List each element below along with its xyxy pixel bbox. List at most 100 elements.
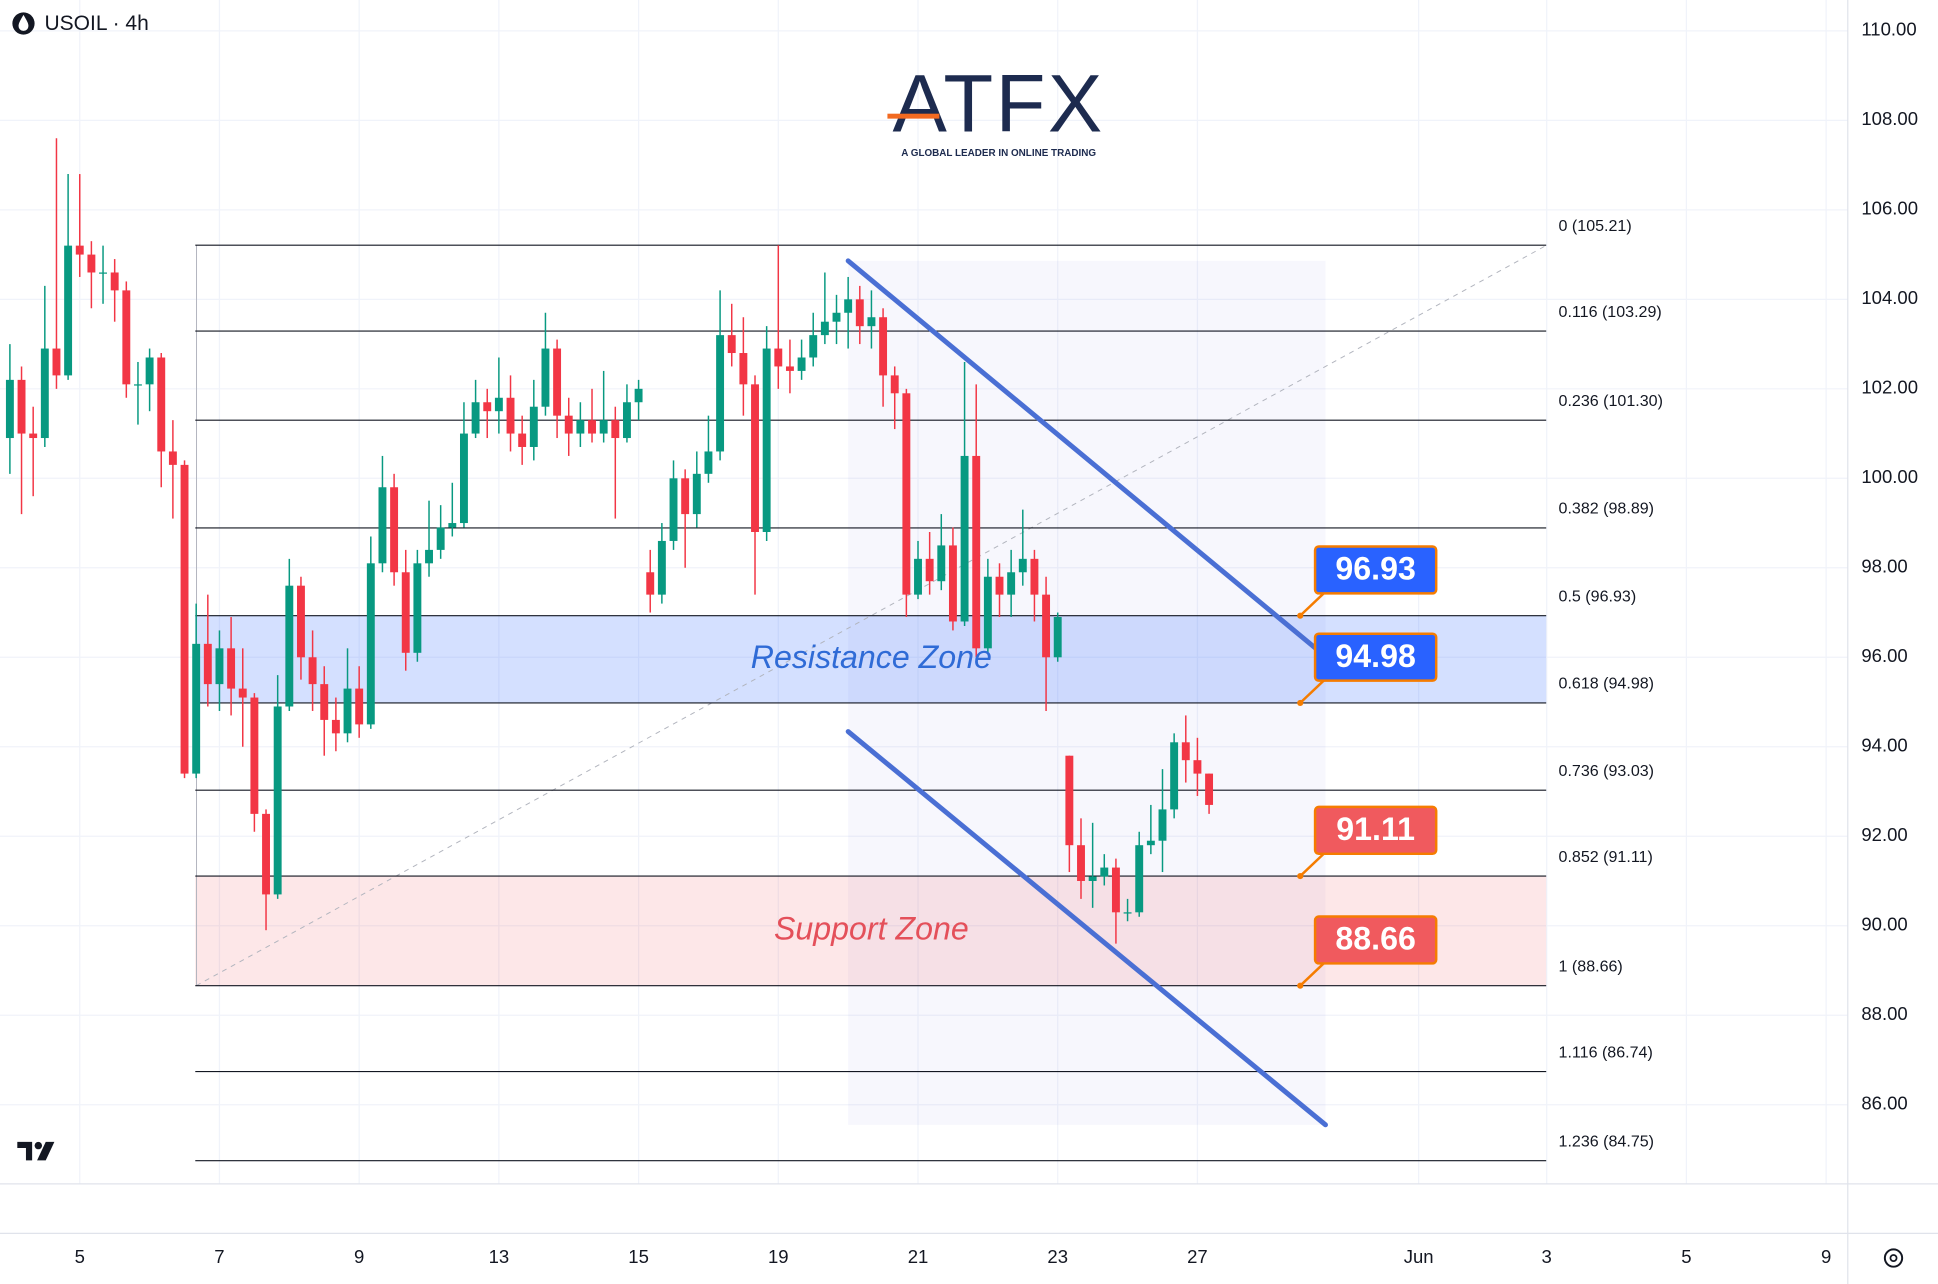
candle-body — [110, 272, 119, 291]
price-tag-pointer — [1299, 591, 1326, 617]
price-tag-label: 91.11 — [1336, 811, 1415, 847]
candle-body — [506, 397, 515, 434]
x-tick-label: 19 — [768, 1246, 789, 1267]
oil-drop — [18, 14, 29, 31]
candle-body — [134, 384, 142, 386]
candle-body — [413, 563, 422, 653]
x-tick-label: 21 — [908, 1246, 929, 1267]
candle-body — [1065, 755, 1074, 846]
symbol-title[interactable]: USOIL · 4h — [44, 12, 148, 35]
x-tick-label: 7 — [214, 1246, 224, 1267]
candle-body — [669, 478, 678, 541]
candle-body — [238, 688, 247, 698]
candle-body — [448, 523, 457, 528]
y-tick-label: 102.00 — [1861, 377, 1918, 398]
price-tag-box — [1313, 632, 1438, 682]
candle-body — [436, 527, 445, 550]
candle-body — [157, 357, 166, 452]
candle-body — [1193, 760, 1202, 774]
price-tag-pointer — [1299, 851, 1326, 877]
candle-body — [203, 643, 212, 685]
price-tag-anchor — [1297, 612, 1304, 619]
channel-upper-line — [845, 258, 1319, 652]
candle-body — [809, 335, 818, 358]
price-tag-box — [1313, 915, 1438, 965]
candle-body — [1181, 742, 1190, 761]
candle-body — [320, 684, 329, 720]
candle-body — [972, 455, 981, 649]
candle-body — [29, 433, 38, 439]
y-tick-label: 108.00 — [1861, 108, 1918, 129]
candle-body — [5, 379, 14, 439]
candle-body — [64, 245, 73, 376]
candle-body — [925, 558, 934, 582]
x-tick-label: 23 — [1047, 1246, 1068, 1267]
candle-body — [948, 545, 957, 622]
candle-body — [727, 335, 736, 354]
price-tag-label: 96.93 — [1335, 551, 1415, 587]
fib-level-label: 0.852 (91.11) — [1559, 848, 1653, 866]
tv-logo-part — [17, 1141, 33, 1161]
candle-body — [297, 585, 305, 658]
candle-body — [192, 643, 201, 774]
price-tag-label: 94.98 — [1335, 638, 1415, 674]
candle-body — [785, 366, 794, 371]
candle-body — [797, 357, 806, 371]
candle-body — [704, 451, 713, 474]
x-tick-label: 15 — [628, 1246, 649, 1267]
logo-brand: ATFX — [893, 59, 1105, 150]
candle-body — [471, 402, 480, 434]
candle-body — [762, 348, 771, 532]
candle-body — [611, 420, 620, 439]
candle-body — [331, 719, 340, 734]
settings-button[interactable] — [1883, 1248, 1904, 1268]
y-tick-label: 100.00 — [1861, 466, 1918, 487]
price-tag-anchor — [1297, 699, 1304, 707]
candle-body — [285, 585, 294, 707]
x-tick-label: 3 — [1542, 1246, 1552, 1267]
price-tag-box — [1313, 545, 1438, 595]
candle-body — [1100, 867, 1109, 877]
candle-body — [99, 272, 107, 274]
candle-body — [879, 317, 888, 376]
candle-body — [553, 348, 562, 416]
candle-body — [1158, 809, 1167, 841]
candle-body — [599, 420, 608, 434]
candle-body — [983, 576, 992, 649]
candle-body — [902, 393, 911, 595]
candle-body — [867, 317, 876, 327]
candle-body — [1088, 876, 1097, 881]
candle-body — [960, 455, 969, 622]
fib-level-label: 0.618 (94.98) — [1559, 675, 1654, 693]
candle-body — [576, 420, 585, 434]
candle-body — [401, 572, 410, 653]
candle-body — [681, 478, 690, 515]
candle-body — [1007, 572, 1016, 595]
price-tag-anchor — [1297, 872, 1304, 880]
price-tag-anchor — [1297, 982, 1304, 989]
fib-level-label: 0.5 (96.93) — [1559, 587, 1637, 605]
candle-body — [483, 402, 492, 412]
candle-body — [564, 415, 573, 434]
candle-body — [774, 348, 783, 367]
zone-label: Resistance Zone — [751, 639, 992, 675]
candle-body — [995, 576, 1004, 595]
candle-body — [657, 540, 666, 595]
tv-logo-part — [34, 1141, 43, 1150]
candle-body — [914, 558, 922, 595]
tradingview-logo[interactable] — [17, 1141, 55, 1161]
candle-body — [1170, 742, 1179, 810]
x-tick-label: 5 — [1681, 1246, 1691, 1267]
fib-level-label: 0.236 (101.30) — [1559, 392, 1663, 410]
candle-body — [832, 312, 841, 322]
candle-body — [215, 648, 224, 685]
candle-body — [52, 348, 61, 376]
axis-layer: 86.00 88.00 90.00 92.00 94.00 96.00 98.00 100.0… — [75, 19, 1918, 1267]
candle-body — [459, 433, 468, 524]
price-tag-pointer — [1299, 961, 1326, 987]
candle-body — [1146, 840, 1155, 846]
candle-body — [227, 648, 236, 689]
price-tag-pointer — [1299, 678, 1326, 704]
y-tick-label: 90.00 — [1861, 914, 1907, 935]
